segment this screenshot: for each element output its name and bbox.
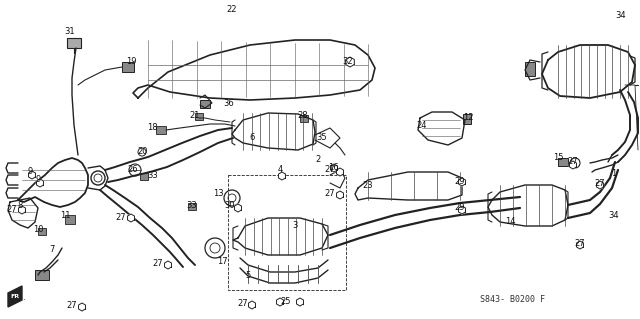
- Polygon shape: [458, 206, 465, 214]
- Polygon shape: [8, 286, 22, 307]
- Text: 33: 33: [148, 170, 158, 180]
- Bar: [463, 114, 471, 124]
- Text: 15: 15: [553, 153, 563, 162]
- Text: 27: 27: [116, 213, 126, 222]
- Text: 10: 10: [33, 226, 44, 234]
- Polygon shape: [29, 171, 35, 179]
- Text: 4: 4: [277, 166, 283, 174]
- Polygon shape: [346, 57, 355, 67]
- Text: 1: 1: [611, 168, 616, 177]
- Text: 8: 8: [17, 201, 22, 210]
- Text: 28: 28: [298, 110, 308, 120]
- Bar: [300, 115, 308, 122]
- Polygon shape: [278, 172, 285, 180]
- Text: 27: 27: [153, 258, 163, 268]
- Text: 24: 24: [417, 121, 428, 130]
- Text: 27: 27: [575, 239, 586, 248]
- Text: 7: 7: [49, 246, 54, 255]
- Text: 27: 27: [324, 166, 335, 174]
- Polygon shape: [337, 168, 344, 176]
- Polygon shape: [248, 301, 255, 309]
- Text: 21: 21: [189, 110, 200, 120]
- Text: 3: 3: [292, 220, 298, 229]
- Text: 9: 9: [35, 175, 40, 184]
- Polygon shape: [296, 298, 303, 306]
- Polygon shape: [570, 161, 577, 169]
- Text: 9: 9: [28, 167, 33, 176]
- Text: 16: 16: [328, 162, 339, 172]
- Text: 12: 12: [463, 114, 473, 122]
- Bar: [558, 158, 568, 166]
- Text: 25: 25: [281, 298, 291, 307]
- Bar: [67, 38, 81, 48]
- Polygon shape: [127, 214, 134, 222]
- Polygon shape: [596, 181, 604, 189]
- Text: 17: 17: [217, 257, 227, 266]
- Polygon shape: [234, 204, 241, 212]
- Text: 35: 35: [317, 132, 327, 142]
- Text: 22: 22: [227, 5, 237, 14]
- Bar: [228, 175, 346, 290]
- Bar: [525, 62, 535, 76]
- Text: 19: 19: [125, 57, 136, 66]
- Polygon shape: [330, 164, 337, 172]
- Bar: [156, 126, 166, 134]
- Polygon shape: [458, 178, 465, 186]
- Polygon shape: [337, 191, 344, 199]
- Text: 27: 27: [67, 301, 77, 310]
- Text: 34: 34: [609, 211, 620, 219]
- Text: 14: 14: [505, 218, 515, 226]
- Text: 5: 5: [245, 271, 251, 279]
- Text: 27: 27: [568, 158, 579, 167]
- Bar: [65, 215, 75, 224]
- Text: 23: 23: [363, 181, 373, 189]
- Text: 29: 29: [455, 177, 465, 187]
- Text: 29: 29: [455, 204, 465, 212]
- Bar: [35, 270, 49, 280]
- Bar: [195, 113, 203, 120]
- Text: 36: 36: [223, 99, 234, 108]
- Text: .: .: [22, 293, 24, 301]
- Bar: [200, 100, 210, 108]
- Bar: [38, 228, 46, 235]
- Bar: [140, 173, 148, 180]
- Polygon shape: [164, 261, 172, 269]
- Text: 27: 27: [237, 300, 248, 308]
- Polygon shape: [79, 303, 86, 311]
- Text: S843- B0200 F: S843- B0200 F: [480, 295, 545, 305]
- Bar: [122, 62, 134, 72]
- Text: 6: 6: [250, 132, 255, 142]
- Bar: [188, 203, 196, 210]
- Polygon shape: [276, 298, 284, 306]
- Text: 27: 27: [595, 179, 605, 188]
- Text: 18: 18: [147, 123, 157, 132]
- Text: 26: 26: [128, 166, 138, 174]
- Text: 32: 32: [342, 57, 353, 66]
- Text: 31: 31: [65, 27, 76, 36]
- Text: 20: 20: [138, 147, 148, 157]
- Text: 34: 34: [616, 11, 627, 19]
- Text: FR: FR: [10, 294, 20, 300]
- Text: 13: 13: [212, 189, 223, 198]
- Polygon shape: [19, 206, 26, 214]
- Text: 30: 30: [225, 201, 236, 210]
- Polygon shape: [577, 241, 584, 249]
- Text: 2: 2: [316, 155, 321, 165]
- Text: 27: 27: [6, 205, 17, 214]
- Polygon shape: [36, 179, 44, 187]
- Text: 27: 27: [324, 189, 335, 197]
- Text: 33: 33: [187, 201, 197, 210]
- Text: 11: 11: [60, 211, 70, 219]
